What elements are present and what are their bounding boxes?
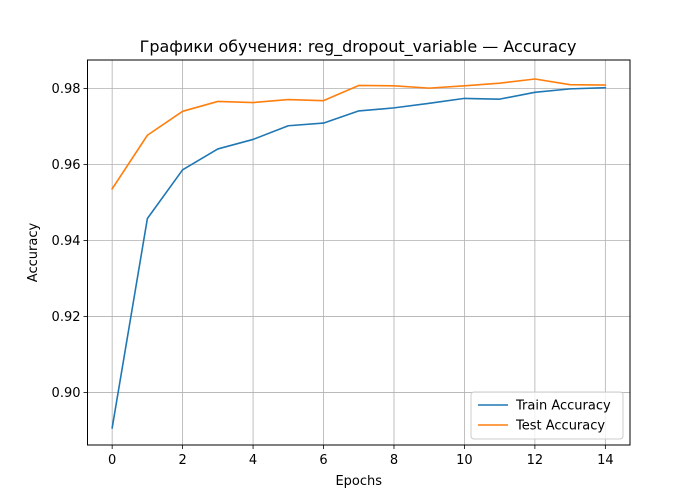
x-tick-label: 8 bbox=[390, 453, 398, 468]
x-tick-label: 14 bbox=[597, 453, 614, 468]
legend-test-label: Test Accuracy bbox=[515, 419, 605, 434]
y-tick-label: 0.90 bbox=[52, 386, 81, 401]
x-tick-label: 2 bbox=[178, 453, 186, 468]
series-layer bbox=[111, 78, 607, 429]
x-tick-label: 6 bbox=[319, 453, 327, 468]
plot-frame bbox=[87, 59, 631, 446]
y-tick-label: 0.96 bbox=[52, 158, 81, 173]
x-axis-label: Epochs bbox=[335, 474, 382, 489]
x-axis-ticks: 0 2 4 6 8 10 12 14 bbox=[108, 445, 614, 468]
legend-box bbox=[470, 391, 624, 440]
y-tick-label: 0.92 bbox=[52, 310, 81, 325]
y-tick-label: 0.94 bbox=[52, 234, 81, 249]
x-tick-label: 4 bbox=[249, 453, 257, 468]
y-axis-label: Accuracy bbox=[26, 223, 41, 283]
y-tick-label: 0.98 bbox=[52, 82, 81, 97]
x-tick-label: 12 bbox=[527, 453, 544, 468]
legend-train-label: Train Accuracy bbox=[515, 399, 611, 414]
x-tick-label: 0 bbox=[108, 453, 116, 468]
grid-lines bbox=[87, 60, 630, 445]
test-accuracy-line bbox=[111, 78, 607, 190]
legend: Train Accuracy Test Accuracy bbox=[470, 391, 624, 440]
y-axis-ticks: 0.90 0.92 0.94 0.96 0.98 bbox=[52, 82, 88, 401]
train-accuracy-line bbox=[111, 86, 607, 429]
x-tick-label: 10 bbox=[456, 453, 473, 468]
chart-title: Графики обучения: reg_dropout_variable —… bbox=[140, 37, 577, 57]
